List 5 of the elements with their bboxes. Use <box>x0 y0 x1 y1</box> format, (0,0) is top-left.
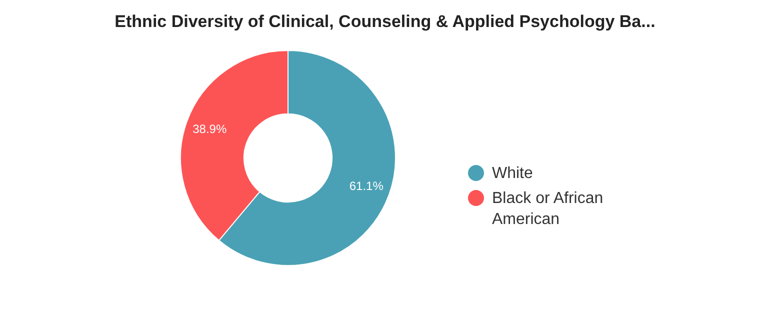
chart-title: Ethnic Diversity of Clinical, Counseling & Applied Psychology Ba... <box>114 12 656 32</box>
data-label: 61.1% <box>349 178 384 193</box>
legend-label: Black or African American <box>492 189 604 230</box>
data-label: 38.9% <box>192 122 227 136</box>
legend-label: White <box>492 164 533 184</box>
